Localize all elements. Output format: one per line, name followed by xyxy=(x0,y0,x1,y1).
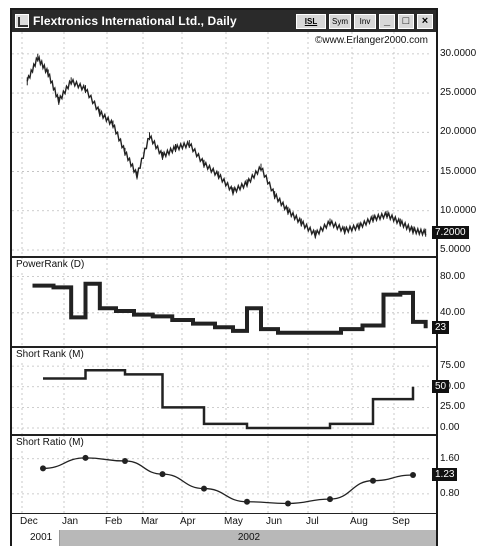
shortrank-title: Short Rank (M) xyxy=(15,349,85,360)
shortrank-tick-label: 0.00 xyxy=(440,422,460,433)
price-chart xyxy=(12,32,430,256)
shortratio-series-line xyxy=(42,457,414,505)
sys-button[interactable]: ISL xyxy=(296,13,326,29)
year-label-2002: 2002 xyxy=(237,532,261,543)
shortrank-last-value: 50 xyxy=(432,379,450,393)
month-label-aug: Aug xyxy=(350,516,368,527)
year-label-2001: 2001 xyxy=(12,530,60,546)
copyright-text: ©www.Erlanger2000.com xyxy=(313,35,430,46)
month-label-jan: Jan xyxy=(62,516,79,527)
chart-app-icon[interactable] xyxy=(15,14,29,28)
shortratio-tick-label: 1.60 xyxy=(440,452,460,464)
chart-window: Flextronics International Ltd., Daily IS… xyxy=(10,8,438,546)
shortratio-title: Short Ratio (M) xyxy=(15,437,85,448)
price-tick-label: 25.0000 xyxy=(440,87,477,99)
shortratio-point-8 xyxy=(370,477,376,484)
shortratio-point-3 xyxy=(159,471,166,478)
month-label-mar: Mar xyxy=(141,516,159,527)
year-axis: 2001 2002 xyxy=(12,530,436,546)
shortrank-chart xyxy=(12,348,430,434)
shortratio-point-6 xyxy=(285,500,291,507)
close-button[interactable]: × xyxy=(417,13,433,29)
shortratio-point-5 xyxy=(244,498,250,505)
price-last-value: 7.2000 xyxy=(432,225,469,239)
sym-button[interactable]: Sym xyxy=(329,13,351,29)
month-label-apr: Apr xyxy=(180,516,196,527)
inv-button[interactable]: Inv xyxy=(354,13,376,29)
shortratio-point-2 xyxy=(122,457,128,464)
maximize-button[interactable]: □ xyxy=(398,13,414,29)
shortrank-tick-label: 50.00 xyxy=(440,380,466,392)
shortrank-panel: Short Rank (M) xyxy=(12,348,436,436)
month-label-dec: Dec xyxy=(20,516,38,527)
price-tick-label: 30.0000 xyxy=(440,47,477,59)
price-tick-label: 20.0000 xyxy=(440,126,477,138)
month-label-feb: Feb xyxy=(105,516,123,527)
shortratio-point-9 xyxy=(410,471,416,478)
powerrank-title: PowerRank (D) xyxy=(15,259,86,270)
price-tick-label: 5.0000 xyxy=(440,244,471,255)
price-tick-label: 10.0000 xyxy=(440,204,477,216)
powerrank-tick-label: 80.00 xyxy=(440,270,466,282)
shortratio-point-4 xyxy=(201,485,207,492)
powerrank-series-line xyxy=(32,281,428,335)
powerrank-chart xyxy=(12,258,430,346)
title-bar[interactable]: Flextronics International Ltd., Daily IS… xyxy=(12,10,436,32)
shortratio-panel: Short Ratio (M) xyxy=(12,436,436,514)
month-label-jul: Jul xyxy=(306,516,319,527)
shortratio-point-0 xyxy=(40,465,46,472)
shortratio-point-1 xyxy=(82,454,89,461)
minimize-button[interactable]: _ xyxy=(379,13,395,29)
powerrank-tick-label: 40.00 xyxy=(440,306,466,318)
shortrank-tick-label: 75.00 xyxy=(440,360,466,372)
month-label-may: May xyxy=(224,516,243,527)
month-axis: Dec Jan Feb Mar Apr May Jun Jul Aug Sep xyxy=(12,514,436,530)
price-tick-label: 15.0000 xyxy=(440,165,477,177)
shortrank-series-line xyxy=(43,369,415,430)
month-label-jun: Jun xyxy=(266,516,283,527)
powerrank-last-value: 23 xyxy=(432,321,450,335)
month-label-sep: Sep xyxy=(392,516,410,527)
window-title: Flextronics International Ltd., Daily xyxy=(33,14,237,28)
shortratio-point-7 xyxy=(327,496,333,503)
shortratio-tick-label: 0.80 xyxy=(440,487,460,499)
price-series-line xyxy=(26,54,427,240)
shortratio-chart xyxy=(12,436,430,513)
shortratio-last-value: 1.23 xyxy=(432,467,458,481)
shortrank-tick-label: 25.00 xyxy=(440,401,466,413)
powerrank-panel: PowerRank (D) xyxy=(12,258,436,348)
price-panel: ©www.Erlanger2000.com xyxy=(12,32,436,258)
